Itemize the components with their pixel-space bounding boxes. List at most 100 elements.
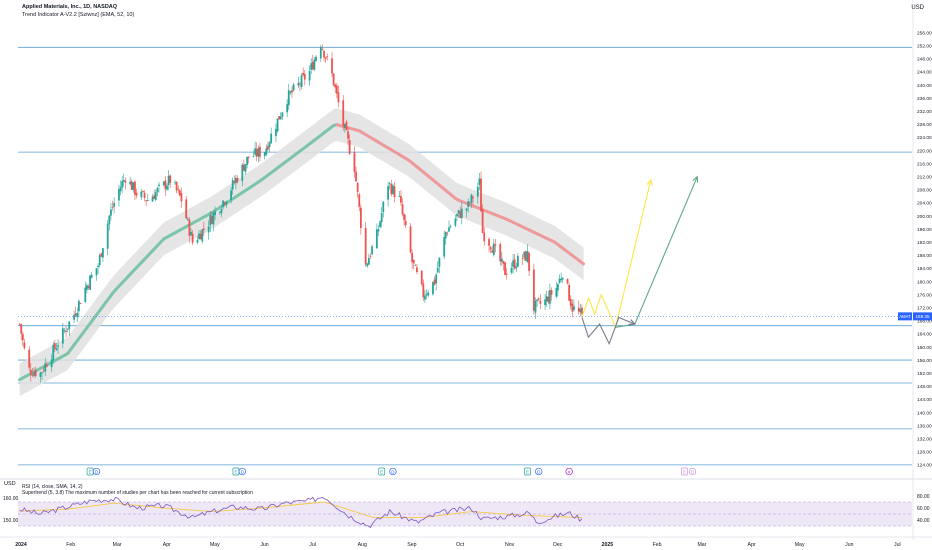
price-tick: 252.00 [917, 43, 932, 49]
candle-body [358, 194, 361, 207]
candle-body [577, 307, 580, 312]
candle [443, 230, 446, 260]
time-tick: Apr [163, 542, 171, 548]
candle-body [263, 152, 266, 157]
candle [52, 341, 55, 364]
candle-body [569, 298, 572, 306]
candle [154, 189, 157, 202]
time-tick: Nov [505, 542, 515, 548]
dividend-icon[interactable]: D [238, 467, 246, 476]
rsi-line [19, 496, 583, 529]
dividend-icon[interactable]: D [688, 467, 697, 476]
price-tick: 180.00 [917, 279, 932, 285]
candle-body [225, 201, 228, 205]
candle [392, 183, 394, 195]
projection-paths [581, 175, 699, 346]
time-tick: Dec [553, 542, 563, 548]
candle-body [539, 300, 542, 304]
candle-body [366, 263, 369, 267]
candle [568, 282, 571, 302]
earnings-icon[interactable]: E [232, 467, 240, 476]
earnings-icon[interactable]: E [378, 467, 386, 476]
candle-body [515, 266, 518, 269]
candle [364, 222, 367, 267]
earnings-icon[interactable]: E [524, 467, 531, 476]
candle-body [135, 192, 138, 196]
candle-body [526, 251, 529, 262]
candle-body [476, 186, 479, 197]
indicator-legend[interactable]: Trend Indicator A-V2.2 [Sziwnz] (EMA, 52… [22, 12, 135, 18]
candle [121, 175, 124, 194]
candle-body [196, 239, 199, 243]
earnings-icon[interactable]: E [86, 467, 94, 476]
candle [311, 54, 314, 71]
candle-body [87, 285, 90, 289]
candle [321, 43, 324, 51]
candle-body [186, 218, 189, 220]
time-tick: May [210, 542, 220, 548]
candle [186, 217, 189, 222]
candle-body [85, 285, 88, 290]
candle [110, 202, 112, 221]
candle-body [579, 309, 582, 313]
currency-label[interactable]: USD [911, 5, 924, 11]
price-tick: 136.00 [917, 423, 932, 429]
candle-body [42, 370, 45, 372]
dividend-icon[interactable]: D [389, 467, 397, 476]
candle-body [379, 221, 381, 228]
price-tick: 256.00 [917, 30, 932, 36]
candle-body [66, 328, 69, 330]
candle-body [367, 258, 370, 265]
candle [411, 249, 414, 269]
candle [207, 220, 210, 240]
candle-body [555, 288, 558, 297]
dividend-icon[interactable]: D [92, 467, 101, 476]
candle [326, 53, 329, 61]
candle [214, 206, 216, 221]
candle [169, 174, 172, 188]
candle-body [364, 227, 367, 265]
candle [66, 328, 69, 333]
candle [387, 181, 389, 207]
candle-body [178, 190, 181, 196]
candle [244, 163, 247, 175]
dividend-icon[interactable]: D [535, 467, 543, 476]
candle [448, 220, 450, 232]
candle [124, 177, 127, 190]
candle-body [145, 200, 148, 202]
time-tick: Apr [748, 542, 756, 548]
candle [84, 281, 87, 304]
candle [526, 244, 529, 264]
candle-body [353, 152, 356, 172]
candle [536, 299, 538, 308]
projection-arrowhead [628, 319, 636, 325]
candle-body [456, 214, 458, 217]
candle-body [162, 181, 165, 186]
candle-body [403, 214, 406, 221]
candle [379, 220, 381, 229]
candle [31, 368, 34, 378]
earnings-icon[interactable]: E [681, 467, 688, 476]
price-tick: 200.00 [917, 214, 932, 220]
candle [76, 307, 79, 323]
candle-body [523, 251, 526, 258]
candle [180, 187, 183, 208]
candle [254, 141, 257, 157]
rsi-legend[interactable]: RSI (14, close, SMA, 14, 2) [22, 484, 83, 490]
candle-body [457, 210, 460, 214]
candle-body [427, 292, 430, 296]
candle [537, 297, 540, 302]
candle-body [31, 374, 34, 376]
split-icon[interactable]: # [565, 467, 573, 476]
candle [297, 76, 300, 88]
candle-body [89, 275, 91, 290]
candle [196, 235, 199, 245]
candle [366, 262, 369, 268]
candle [73, 310, 75, 324]
candle [276, 118, 279, 133]
candle-body [68, 321, 71, 329]
candle-body [558, 278, 561, 284]
candle [275, 123, 277, 143]
time-tick: 2024 [15, 542, 27, 548]
